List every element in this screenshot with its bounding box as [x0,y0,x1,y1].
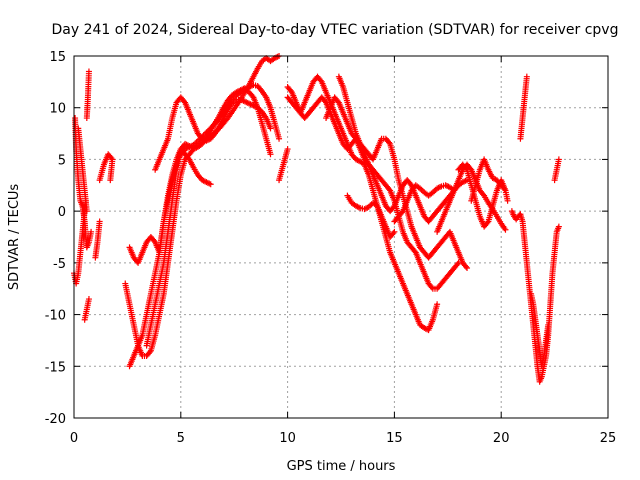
data-point-arc-13 [267,125,274,132]
data-point-arc-22 [462,165,469,172]
axis-ticks: 0 5 10 15 20 25 -20 -15 -10 -5 0 5 10 15 [45,50,617,446]
x-tick-label: 20 [493,431,510,446]
data-point-arc-5 [85,296,92,303]
data-point-arc-16 [411,248,418,255]
data-point-arc-9 [146,349,153,356]
data-point-arc-24 [555,223,562,230]
data-point-arc-11 [207,181,214,188]
data-point-arc-16 [428,284,435,291]
data-point-arc-19 [362,205,369,212]
data-point-arc-15 [317,77,324,84]
data-point-arc-25 [545,321,552,328]
data-point-arc-4 [88,228,95,235]
data-point-arc-18 [407,180,414,187]
x-tick-label: 25 [600,431,617,446]
data-point-arc-17 [462,263,469,270]
y-tick-label: -15 [45,360,66,375]
data-points [71,53,562,385]
plot-frame [73,55,609,419]
data-point-arc-20 [436,184,443,191]
grid-lines [74,56,608,418]
data-point-arc-12 [276,135,283,142]
data-point-arc-22 [504,197,511,204]
y-tick-label: 15 [49,50,66,65]
x-tick-label: 10 [279,431,296,446]
y-tick-label: 0 [58,205,66,220]
data-point-arc-21 [502,226,509,233]
data-point-arc-16 [454,261,461,268]
data-point-arc-17 [334,98,341,105]
data-point-arc-19 [391,228,398,235]
x-axis-label: GPS time / hours [287,459,396,474]
y-tick-label: -20 [45,412,66,427]
data-point-arc-16 [321,98,328,105]
data-point-arc-10 [267,151,274,158]
data-point-arc-7 [96,218,103,225]
data-point-arc-18 [390,204,397,211]
data-point-arc-3 [83,208,90,215]
data-point-arc-6 [85,68,92,75]
data-point-arc-21 [480,191,487,198]
data-point-arc-16 [386,186,393,193]
x-tick-label: 0 [70,431,78,446]
data-point-arc-17 [464,265,471,272]
data-point-arc-19 [390,230,397,237]
data-point-arc-13 [210,131,217,138]
data-point-arc-8 [107,177,114,184]
chart-title: Day 241 of 2024, Sidereal Day-to-day VTE… [52,22,619,38]
x-tick-label: 15 [386,431,403,446]
data-point-arc-17 [386,139,393,146]
data-point-arc-13 [181,98,188,105]
y-tick-label: 5 [58,153,66,168]
data-point-arc-27 [555,156,562,163]
data-point-arc-23 [502,187,509,194]
data-point-arc-16 [287,87,294,94]
data-point-arc-10 [249,93,256,100]
y-tick-label: -5 [53,257,66,272]
y-tick-label: 10 [49,102,66,117]
data-point-arc-14 [284,146,291,153]
data-point-arc-20 [398,209,405,216]
data-point-arc-23 [501,186,508,193]
data-point-arc-8 [108,155,115,162]
data-point-arc-11 [151,237,158,244]
data-point-arc-22 [484,219,491,226]
data-point-arc-15 [434,301,441,308]
y-axis-label: SDTVAR / TECUs [7,184,22,291]
data-point-arc-26 [523,73,530,80]
x-tick-label: 5 [177,431,185,446]
y-tick-label: -10 [45,309,66,324]
